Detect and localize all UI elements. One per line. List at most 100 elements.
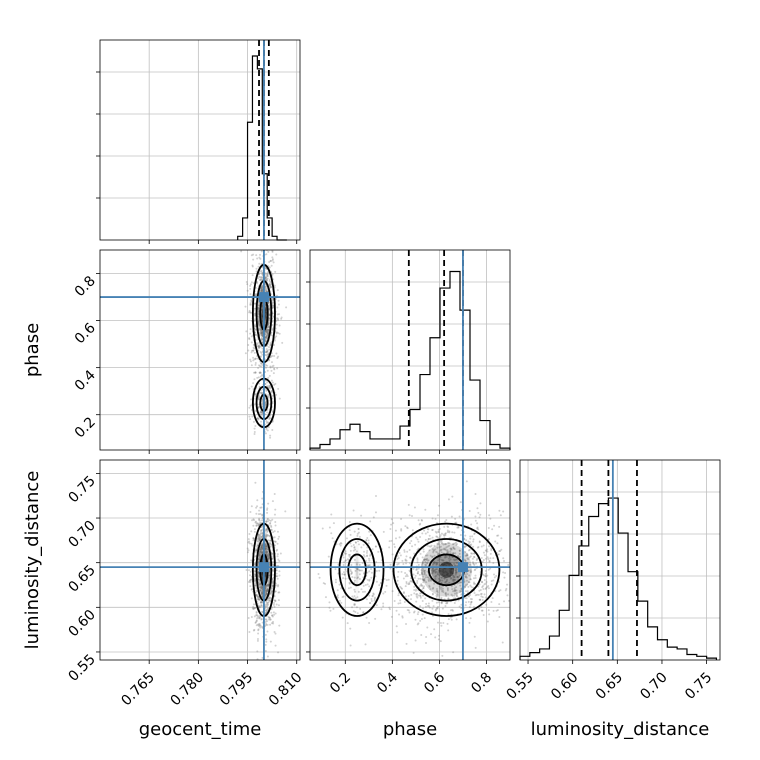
sample-point [259, 589, 262, 592]
sample-point [273, 599, 276, 602]
sample-point [265, 253, 268, 256]
sample-point [408, 542, 411, 545]
sample-point [249, 287, 252, 290]
sample-point [497, 553, 500, 556]
sample-point [452, 578, 455, 581]
sample-point [272, 568, 275, 571]
sample-point [374, 511, 377, 514]
sample-point [438, 558, 441, 561]
sample-point [340, 542, 343, 545]
sample-point [494, 540, 497, 543]
sample-point [446, 531, 449, 534]
sample-point [261, 593, 264, 596]
sample-point [272, 372, 275, 375]
sample-point [434, 570, 437, 573]
sample-point [264, 278, 267, 281]
sample-point [248, 579, 251, 582]
sample-point [268, 417, 271, 420]
sample-point [267, 583, 270, 586]
sample-point [253, 579, 256, 582]
sample-point [271, 306, 274, 309]
sample-point [264, 542, 267, 545]
sample-point [261, 271, 264, 274]
sample-point [472, 540, 475, 543]
sample-point [264, 309, 267, 312]
sample-point [437, 559, 440, 562]
sample-point [439, 545, 442, 548]
sample-point [435, 595, 438, 598]
sample-point [354, 548, 357, 551]
sample-point [433, 549, 436, 552]
sample-point [514, 500, 516, 502]
sample-point [408, 549, 411, 552]
sample-point [324, 582, 327, 585]
sample-point [249, 284, 252, 287]
sample-point [342, 564, 345, 567]
sample-point [366, 578, 369, 581]
sample-point [481, 596, 484, 599]
sample-point [257, 574, 260, 577]
sample-point [260, 365, 263, 368]
sample-point [245, 280, 248, 283]
sample-point [257, 318, 260, 321]
sample-point [424, 605, 427, 608]
sample-point [264, 589, 267, 592]
sample-point [399, 602, 402, 605]
sample-point [254, 302, 257, 305]
sample-point [269, 341, 272, 344]
sample-point [370, 571, 373, 574]
sample-point [449, 558, 452, 561]
sample-point [400, 517, 403, 520]
sample-point [252, 537, 255, 540]
sample-point [454, 517, 457, 520]
sample-point [441, 570, 444, 573]
sample-point [268, 322, 271, 325]
sample-point [261, 400, 264, 403]
sample-point [434, 518, 437, 521]
sample-point [431, 593, 434, 596]
sample-point [488, 514, 491, 517]
sample-point [431, 568, 434, 571]
sample-point [258, 605, 261, 608]
sample-point [254, 584, 257, 587]
sample-point [419, 584, 422, 587]
sample-point [388, 540, 391, 543]
sample-point [267, 554, 270, 557]
sample-point [499, 589, 502, 592]
sample-point [357, 576, 360, 579]
sample-point [332, 607, 335, 610]
sample-point [246, 551, 249, 554]
sample-point [266, 534, 269, 537]
sample-point [258, 583, 261, 586]
sample-point [428, 545, 431, 548]
sample-point [424, 563, 427, 566]
sample-point [432, 586, 435, 589]
sample-point [255, 334, 258, 337]
sample-point [469, 578, 472, 581]
sample-point [443, 534, 446, 537]
sample-point [257, 313, 260, 316]
sample-point [269, 519, 272, 522]
sample-point [466, 590, 469, 593]
sample-point [260, 551, 263, 554]
sample-point [446, 551, 449, 554]
sample-point [260, 546, 263, 549]
sample-point [358, 573, 361, 576]
sample-point [449, 609, 452, 612]
sample-point [435, 594, 438, 597]
sample-point [339, 542, 342, 545]
sample-point [368, 578, 371, 581]
sample-point [437, 573, 440, 576]
sample-point [258, 395, 261, 398]
sample-point [431, 536, 434, 539]
sample-point [353, 588, 356, 591]
sample-point [271, 298, 274, 301]
sample-point [265, 591, 268, 594]
sample-point [257, 623, 260, 626]
sample-point [274, 524, 277, 527]
sample-point [264, 276, 267, 279]
sample-point [266, 332, 269, 335]
sample-point [476, 527, 479, 530]
sample-point [458, 515, 461, 518]
sample-point [429, 554, 432, 557]
